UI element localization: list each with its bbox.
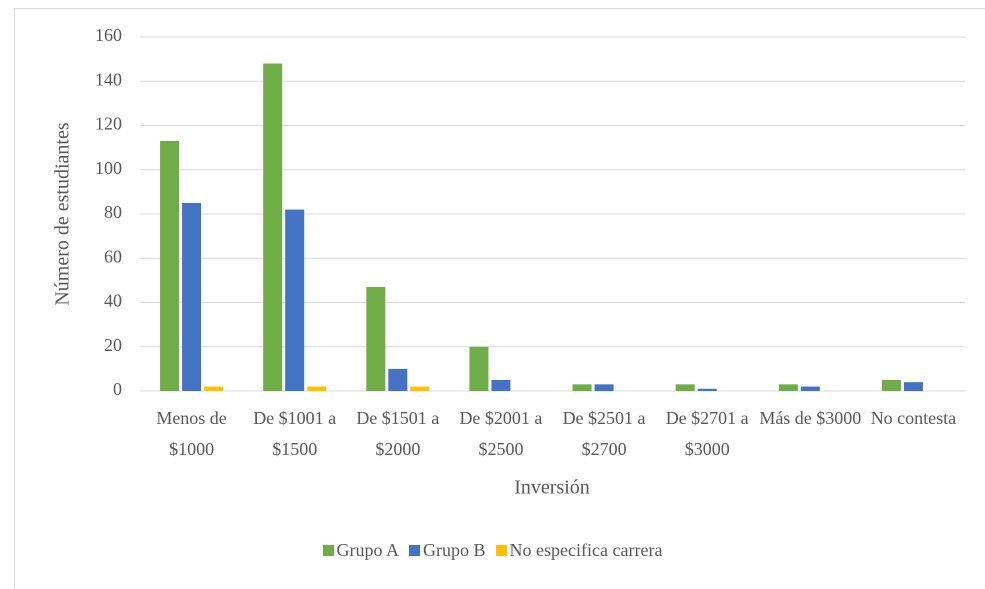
x-tick-label: De $1501 a $2000 xyxy=(356,408,440,459)
y-tick-label: 120 xyxy=(95,114,122,134)
chart-border xyxy=(14,8,985,589)
legend-label: Grupo A xyxy=(336,540,400,560)
legend-item: Grupo A xyxy=(322,540,400,561)
bar xyxy=(307,386,327,391)
y-axis-title: Número de estudiantes xyxy=(52,122,74,305)
bar xyxy=(388,368,408,391)
legend-item: No especifica carrera xyxy=(495,540,663,561)
legend-label: Grupo B xyxy=(423,540,486,560)
bar xyxy=(263,63,283,392)
x-tick-label: No contesta xyxy=(870,408,957,428)
x-tick-label: De $2701 a $3000 xyxy=(665,408,749,459)
bar xyxy=(469,346,489,391)
x-tick-label: De $2001 a $2500 xyxy=(459,408,543,459)
y-tick-label: 20 xyxy=(104,335,122,355)
bar xyxy=(366,287,386,391)
bar xyxy=(285,209,305,391)
x-tick-label: De $2501 a $2700 xyxy=(562,408,646,459)
x-axis-title: Inversión xyxy=(514,477,590,499)
bar xyxy=(675,384,695,391)
y-tick-label: 60 xyxy=(104,246,122,266)
legend-swatch xyxy=(409,545,421,556)
x-tick-label: De $1001 a $1500 xyxy=(253,408,337,459)
y-tick-label: 160 xyxy=(95,25,122,45)
y-tick-label: 100 xyxy=(95,158,122,178)
bar xyxy=(778,384,798,391)
y-tick-label: 0 xyxy=(113,379,122,399)
bar xyxy=(491,379,511,391)
bar xyxy=(160,140,180,391)
y-tick-label: 140 xyxy=(95,69,122,89)
legend-swatch xyxy=(322,545,334,556)
bar xyxy=(881,379,901,391)
bar xyxy=(204,386,224,391)
bar xyxy=(182,202,202,391)
legend-swatch xyxy=(495,545,507,556)
bar xyxy=(410,386,430,391)
bar xyxy=(572,384,592,391)
y-tick-label: 40 xyxy=(104,291,122,311)
legend: Grupo A Grupo B No especifica carrera xyxy=(0,540,985,561)
bar xyxy=(903,382,923,391)
bar xyxy=(594,384,614,391)
x-tick-label: Más de $3000 xyxy=(759,408,862,428)
legend-label: No especifica carrera xyxy=(509,540,663,560)
y-tick-label: 80 xyxy=(104,202,122,222)
bar xyxy=(697,388,717,391)
bar xyxy=(800,386,820,391)
x-tick-label: Menos de $1000 xyxy=(156,408,227,459)
legend-item: Grupo B xyxy=(409,540,486,561)
